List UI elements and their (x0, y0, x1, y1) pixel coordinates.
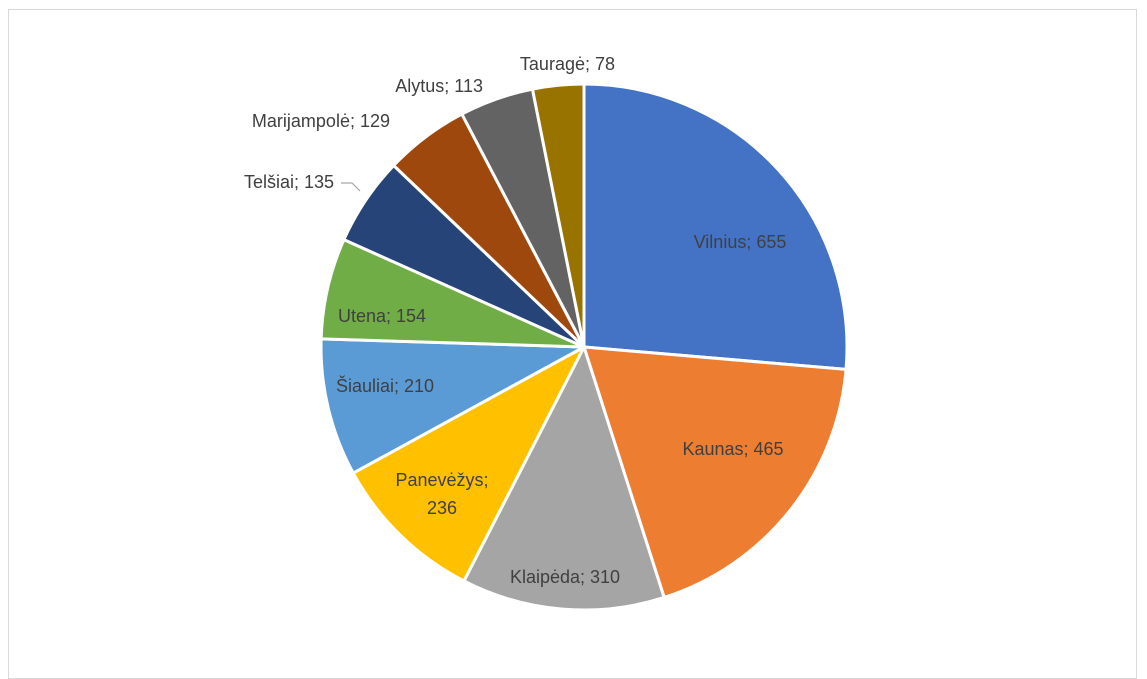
pie-slice-vilnius (582, 82, 849, 371)
data-label-klaipėda: Klaipėda; 310 (510, 567, 620, 587)
data-label-utena: Utena; 154 (338, 306, 426, 326)
leader-lines (341, 182, 361, 192)
leader-line-telsiai (341, 182, 361, 192)
data-label-alytus: Alytus; 113 (395, 76, 483, 96)
pie-slice-šiauliai (319, 337, 586, 475)
data-label-kaunas: Kaunas; 465 (682, 439, 783, 459)
data-label-panevėžys-line1: Panevėžys; (395, 470, 488, 490)
data-label-marijampolė: Marijampolė; 129 (252, 111, 390, 131)
pie-slice-kaunas (582, 345, 848, 599)
data-label-tauragė: Tauragė; 78 (520, 54, 615, 74)
data-label-šiauliai: Šiauliai; 210 (336, 375, 434, 396)
pie-slice-tauragė (530, 82, 586, 349)
pie-slices (319, 82, 849, 612)
data-labels: Vilnius; 655 Kaunas; 465 Klaipėda; 310 Pane… (244, 54, 786, 587)
data-label-panevėžys-line2: 236 (427, 498, 457, 518)
data-label-vilnius: Vilnius; 655 (694, 232, 787, 252)
pie-slice-panevėžys (351, 345, 586, 583)
data-label-telšiai: Telšiai; 135 (244, 172, 334, 192)
pie-slice-klaipėda (462, 345, 666, 612)
